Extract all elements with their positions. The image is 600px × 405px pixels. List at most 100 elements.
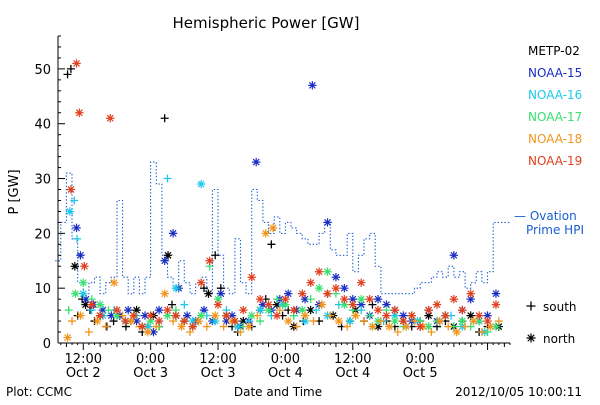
- chart-title: Hemispheric Power [GW]: [173, 14, 360, 32]
- data-point-south-noaa-17: [104, 306, 113, 315]
- data-point-north-noaa-16: [255, 305, 265, 315]
- data-point-north-noaa-19: [491, 300, 501, 309]
- data-point-north-noaa-15: [357, 300, 366, 309]
- data-point-north-noaa-19: [458, 305, 467, 315]
- data-point-north-noaa-15: [491, 289, 501, 298]
- data-point-north-noaa-18: [385, 322, 394, 331]
- data-point-north-noaa-17: [458, 316, 467, 326]
- data-point-north-noaa-15: [373, 294, 383, 304]
- data-point-north-noaa-15: [199, 305, 209, 315]
- data-point-south-noaa-18: [309, 317, 318, 326]
- data-point-north-noaa-19: [441, 311, 450, 320]
- data-point-north-noaa-17: [247, 311, 256, 320]
- data-point-north-noaa-19: [66, 185, 76, 194]
- data-point-south-noaa-17: [306, 295, 315, 304]
- data-point-north-noaa-15: [284, 289, 293, 298]
- data-point-north-noaa-19: [106, 114, 115, 123]
- data-point-north-metp-02: [239, 316, 248, 326]
- data-point-north-noaa-15: [382, 300, 391, 309]
- data-point-north-noaa-19: [357, 278, 366, 287]
- y-tick-label: 20: [34, 227, 51, 242]
- data-point-north-noaa-19: [483, 316, 492, 326]
- legend-item-noaa-18: NOAA-18: [528, 132, 582, 146]
- data-point-south-noaa-18: [343, 322, 352, 331]
- data-point-south-noaa-18: [236, 328, 245, 337]
- data-point-north-metp-02: [70, 262, 80, 271]
- x-tick-label-time: 0:00: [136, 352, 165, 367]
- legend-ovation-line2: Prime HPI: [526, 223, 584, 237]
- data-point-north-noaa-18: [452, 327, 461, 337]
- data-point-north-noaa-17: [390, 316, 400, 326]
- data-point-north-metp-02: [163, 251, 173, 260]
- y-tick-label: 40: [34, 118, 51, 133]
- x-tick-label-date: Oct 3: [201, 366, 236, 381]
- data-point-north-noaa-19: [163, 305, 172, 315]
- data-point-north-noaa-19: [72, 59, 81, 68]
- data-point-north-noaa-17: [213, 294, 223, 304]
- data-point-north-noaa-18: [401, 322, 411, 331]
- data-point-north-noaa-17: [95, 300, 105, 309]
- x-tick-label-date: Oct 4: [335, 366, 370, 381]
- data-point-north-noaa-17: [146, 316, 155, 326]
- data-point-north-noaa-19: [138, 322, 147, 331]
- data-point-north-noaa-19: [298, 289, 307, 298]
- data-point-north-noaa-15: [252, 157, 261, 167]
- data-point-north-noaa-15: [149, 327, 158, 337]
- data-point-north-noaa-18: [284, 316, 293, 326]
- data-point-north-noaa-17: [264, 305, 273, 315]
- data-point-north-noaa-19: [171, 311, 181, 320]
- data-point-south-metp-02: [66, 64, 75, 73]
- x-tick-label-date: Oct 4: [268, 366, 303, 381]
- data-point-north-noaa-15: [182, 311, 192, 320]
- data-point-south-noaa-18: [202, 322, 211, 331]
- data-point-north-noaa-17: [71, 289, 80, 298]
- data-point-north-noaa-15: [123, 305, 133, 315]
- data-point-north-noaa-19: [424, 305, 433, 315]
- data-point-south-noaa-18: [360, 317, 369, 326]
- data-point-north-metp-02: [306, 305, 315, 315]
- data-point-north-noaa-19: [314, 267, 324, 276]
- data-point-north-metp-02: [81, 300, 90, 309]
- data-point-north-noaa-19: [348, 300, 357, 309]
- data-point-north-noaa-17: [79, 278, 88, 287]
- data-point-north-noaa-19: [222, 311, 231, 320]
- data-point-north-metp-02: [272, 300, 282, 309]
- x-tick-label-date: Oct 5: [403, 366, 438, 381]
- data-point-north-noaa-15: [227, 311, 237, 320]
- data-point-south-noaa-18: [461, 322, 470, 331]
- legend-symbol-star: [526, 333, 536, 343]
- data-point-north-noaa-19: [390, 305, 400, 315]
- data-point-north-noaa-18: [63, 333, 72, 342]
- data-point-south-metp-02: [63, 70, 72, 79]
- data-point-north-noaa-19: [180, 316, 189, 326]
- x-tick-label-time: 0:00: [271, 352, 300, 367]
- data-point-north-noaa-19: [407, 311, 416, 320]
- data-point-south-noaa-16: [70, 196, 79, 205]
- data-point-north-noaa-17: [281, 300, 290, 309]
- data-point-north-noaa-17: [424, 322, 433, 331]
- data-point-north-noaa-18: [211, 311, 220, 320]
- data-point-south-noaa-18: [326, 311, 335, 320]
- data-point-north-noaa-18: [334, 316, 343, 326]
- data-point-north-metp-02: [466, 311, 475, 320]
- data-point-north-noaa-19: [87, 300, 96, 309]
- data-point-south-noaa-16: [73, 234, 82, 243]
- data-point-north-noaa-19: [449, 294, 459, 304]
- data-point-north-noaa-15: [466, 294, 475, 304]
- data-point-north-noaa-19: [95, 311, 105, 320]
- data-point-north-noaa-19: [272, 311, 282, 320]
- data-point-north-noaa-17: [112, 311, 122, 320]
- data-point-north-noaa-18: [244, 322, 254, 331]
- data-point-south-noaa-18: [68, 317, 77, 326]
- data-point-north-noaa-19: [80, 262, 89, 271]
- data-point-north-noaa-17: [357, 294, 366, 304]
- data-point-north-noaa-19: [466, 289, 475, 298]
- data-point-north-noaa-15: [81, 294, 91, 304]
- data-point-north-noaa-19: [129, 311, 139, 320]
- data-point-south-noaa-18: [444, 322, 453, 331]
- data-point-north-noaa-19: [289, 305, 299, 315]
- legend-item-noaa-16: NOAA-16: [528, 88, 582, 102]
- data-point-north-noaa-19: [340, 294, 349, 304]
